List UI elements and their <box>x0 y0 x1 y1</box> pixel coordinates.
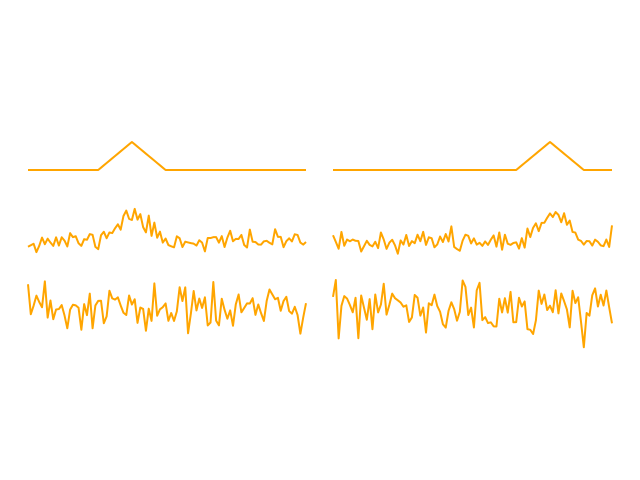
left-clean-series-line <box>28 141 306 171</box>
right-noise-only-series-line <box>332 279 613 349</box>
right-noisy-series-line <box>332 211 613 255</box>
left-noisy-series-line <box>27 207 307 254</box>
left-panel <box>27 141 307 335</box>
left-noise-only-series-line <box>27 280 307 335</box>
right-clean-series-line <box>333 141 612 171</box>
right-panel <box>332 141 613 349</box>
